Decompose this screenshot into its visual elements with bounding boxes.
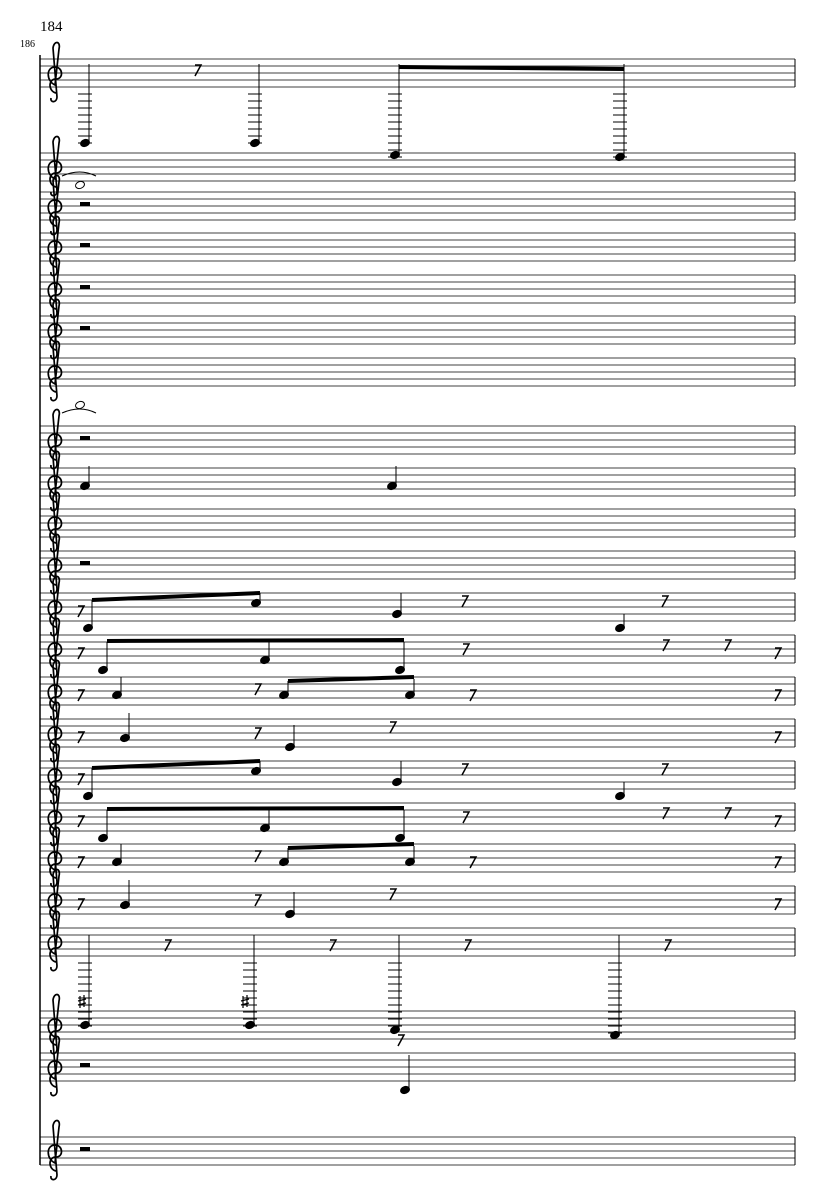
- rest: [77, 731, 86, 744]
- page-number: 184: [40, 19, 63, 35]
- treble-clef: [47, 701, 63, 763]
- treble-clef: [47, 659, 63, 721]
- rest: [254, 894, 263, 907]
- beam: [91, 591, 261, 602]
- rest: [469, 689, 478, 702]
- rest: [662, 807, 671, 820]
- rest: [77, 689, 86, 702]
- rest: [774, 689, 783, 702]
- rest: [774, 731, 783, 744]
- rest: [77, 856, 86, 869]
- treble-clef: [47, 408, 63, 470]
- treble-clef: [47, 993, 63, 1055]
- music: [39, 41, 796, 1181]
- rest: [774, 856, 783, 869]
- treble-clef: [47, 135, 63, 197]
- rest: [462, 811, 471, 824]
- half-rest: [80, 1147, 90, 1151]
- half-rest: [80, 326, 90, 330]
- treble-clef: [47, 826, 63, 888]
- rest: [464, 939, 473, 952]
- rest: [389, 721, 398, 734]
- rest: [77, 773, 86, 786]
- treble-clef: [47, 298, 63, 360]
- rest: [661, 763, 670, 776]
- rest: [77, 605, 86, 618]
- half-rest: [80, 561, 90, 565]
- treble-clef: [47, 743, 63, 805]
- treble-clef: [47, 41, 63, 103]
- treble-clef: [47, 785, 63, 847]
- beam: [287, 842, 415, 850]
- treble-clef: [47, 340, 63, 402]
- sharp-sign: [77, 995, 87, 1008]
- treble-clef: [47, 450, 63, 512]
- rest: [661, 595, 670, 608]
- rest: [469, 856, 478, 869]
- rest: [664, 939, 673, 952]
- half-rest: [80, 1063, 90, 1067]
- beam: [287, 675, 415, 683]
- half-rest: [80, 202, 90, 206]
- treble-clef: [47, 575, 63, 637]
- rest: [194, 64, 203, 77]
- rest: [724, 639, 733, 652]
- beam: [91, 759, 261, 770]
- half-rest: [80, 436, 90, 440]
- half-rest: [80, 243, 90, 247]
- beam: [106, 806, 405, 811]
- rest: [389, 888, 398, 901]
- rest: [774, 815, 783, 828]
- half-rest: [80, 285, 90, 289]
- rest: [774, 898, 783, 911]
- rest: [77, 898, 86, 911]
- treble-clef: [47, 868, 63, 930]
- rest: [397, 1034, 406, 1047]
- rest: [329, 939, 338, 952]
- treble-clef: [47, 1119, 63, 1181]
- treble-clef: [47, 215, 63, 277]
- treble-clef: [47, 491, 63, 553]
- rest: [164, 939, 173, 952]
- rest: [462, 643, 471, 656]
- rest: [461, 763, 470, 776]
- rest: [254, 683, 263, 696]
- rest: [662, 639, 671, 652]
- treble-clef: [47, 257, 63, 319]
- treble-clef: [47, 910, 63, 972]
- measure-number: 186: [20, 39, 35, 50]
- sharp-sign: [240, 995, 250, 1008]
- note-head: [75, 180, 85, 190]
- rest: [254, 727, 263, 740]
- rest: [77, 815, 86, 828]
- treble-clef: [47, 174, 63, 236]
- rest: [77, 647, 86, 660]
- beam: [398, 65, 625, 71]
- tie: [61, 171, 97, 177]
- note-head: [75, 400, 85, 410]
- treble-clef: [47, 1035, 63, 1097]
- rest: [254, 850, 263, 863]
- rest: [774, 647, 783, 660]
- rest: [724, 807, 733, 820]
- treble-clef: [47, 533, 63, 595]
- treble-clef: [47, 617, 63, 679]
- tie: [61, 408, 97, 414]
- beam: [106, 638, 405, 643]
- rest: [461, 595, 470, 608]
